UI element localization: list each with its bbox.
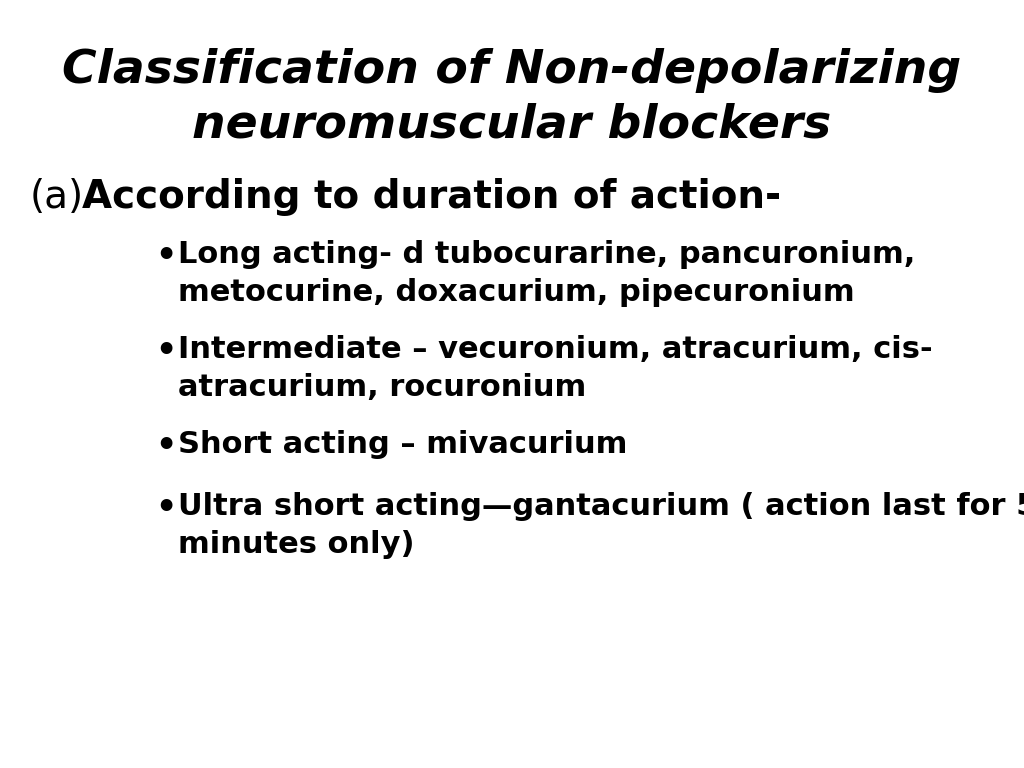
Text: metocurine, doxacurium, pipecuronium: metocurine, doxacurium, pipecuronium bbox=[178, 278, 855, 307]
Text: atracurium, rocuronium: atracurium, rocuronium bbox=[178, 373, 587, 402]
Text: (a): (a) bbox=[30, 178, 84, 216]
Text: Short acting – mivacurium: Short acting – mivacurium bbox=[178, 430, 628, 459]
Text: •: • bbox=[155, 240, 176, 273]
Text: According to duration of action-: According to duration of action- bbox=[82, 178, 781, 216]
Text: Long acting- d tubocurarine, pancuronium,: Long acting- d tubocurarine, pancuronium… bbox=[178, 240, 915, 269]
Text: Classification of Non-depolarizing: Classification of Non-depolarizing bbox=[62, 48, 962, 93]
Text: Intermediate – vecuronium, atracurium, cis-: Intermediate – vecuronium, atracurium, c… bbox=[178, 335, 933, 364]
Text: Ultra short acting—gantacurium ( action last for 5-10: Ultra short acting—gantacurium ( action … bbox=[178, 492, 1024, 521]
Text: •: • bbox=[155, 492, 176, 525]
Text: minutes only): minutes only) bbox=[178, 530, 415, 559]
Text: •: • bbox=[155, 335, 176, 368]
Text: •: • bbox=[155, 430, 176, 463]
Text: neuromuscular blockers: neuromuscular blockers bbox=[193, 103, 831, 148]
